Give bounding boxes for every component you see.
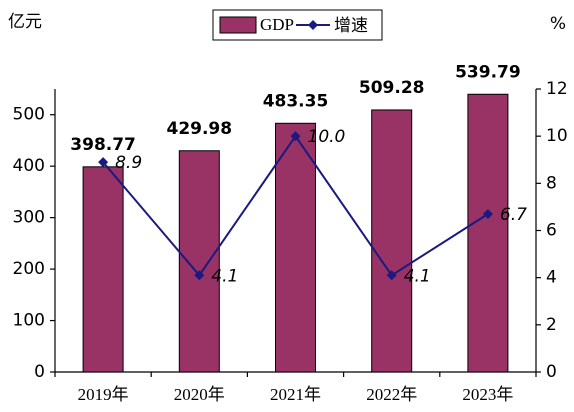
line-marker (98, 157, 109, 168)
x-tick-label: 2021年 (270, 385, 321, 404)
x-tick-label: 2020年 (174, 385, 225, 404)
bar-value-label: 429.98 (166, 119, 232, 139)
x-tick-label: 2023年 (462, 385, 513, 404)
y2-axis-unit: % (550, 14, 566, 34)
bar (82, 166, 124, 373)
x-tick-label: 2019年 (78, 385, 129, 404)
bar-value-label: 483.35 (263, 91, 329, 111)
y-axis-unit: 亿元 (8, 12, 42, 32)
x-tick-label: 2022年 (366, 385, 417, 404)
line-marker (194, 270, 205, 281)
y2-tick-label: 2 (546, 315, 557, 335)
y-tick-label: 200 (13, 259, 45, 279)
legend-label: GDP (260, 15, 294, 34)
y2-tick-label: 12 (546, 79, 568, 99)
line-marker (386, 270, 397, 281)
legend-marker (308, 20, 318, 30)
y-tick-label: 300 (13, 208, 45, 228)
bar (371, 109, 413, 373)
bar (467, 93, 509, 373)
line-value-label: 8.9 (115, 153, 142, 173)
y2-tick-label: 10 (546, 126, 568, 146)
line-marker (482, 208, 493, 219)
bar-value-label: 398.77 (70, 135, 136, 155)
y2-tick-label: 0 (546, 362, 557, 382)
y2-tick-label: 4 (546, 268, 557, 288)
y2-tick-label: 8 (546, 173, 557, 193)
y2-tick-label: 6 (546, 221, 557, 241)
y-tick-label: 100 (13, 311, 45, 331)
bar (275, 122, 316, 373)
line-value-label: 6.7 (500, 205, 527, 225)
y-tick-label: 500 (13, 105, 45, 125)
line-marker (290, 131, 301, 142)
line-value-label: 10.0 (308, 127, 346, 147)
legend-label: 增速 (334, 16, 368, 36)
line-value-label: 4.1 (211, 266, 238, 286)
legend-swatch (219, 16, 257, 34)
bar-value-label: 509.28 (359, 78, 425, 98)
bar-value-label: 539.79 (455, 62, 521, 82)
bar (178, 150, 220, 373)
y-tick-label: 400 (13, 156, 45, 176)
line-value-label: 4.1 (404, 266, 431, 286)
y-tick-label: 0 (34, 362, 45, 382)
